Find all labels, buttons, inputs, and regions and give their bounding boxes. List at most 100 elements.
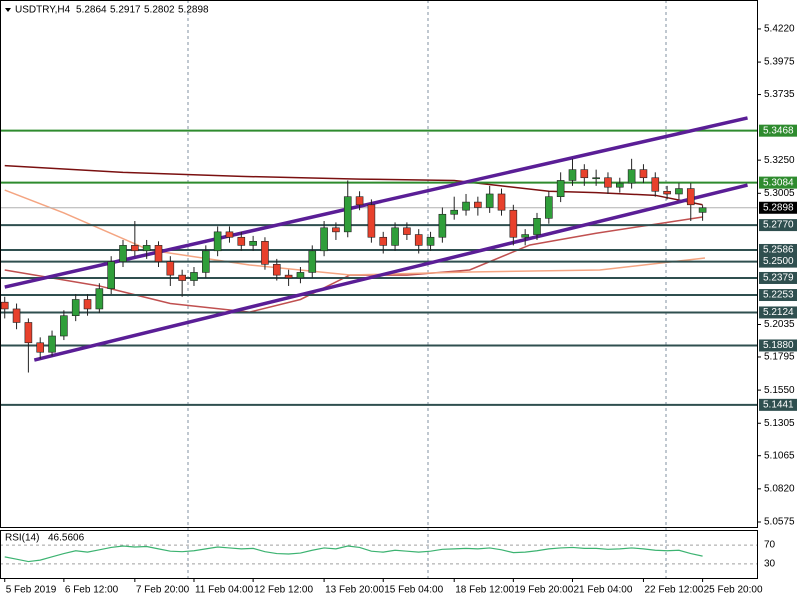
candle-body bbox=[391, 227, 399, 246]
candle-body bbox=[450, 209, 459, 215]
candle-body bbox=[686, 188, 695, 206]
y-tick-label: 5.1550 bbox=[764, 385, 795, 396]
rsi-label: RSI(14) bbox=[5, 533, 39, 544]
y-tick-label: 5.3005 bbox=[764, 188, 795, 199]
level-label: 5.2253 bbox=[763, 290, 794, 301]
rsi-line bbox=[4, 545, 703, 563]
level-label-box bbox=[759, 339, 797, 352]
header: USDTRY,H4 5.2864 5.2917 5.2802 5.2898 bbox=[5, 5, 209, 16]
y-tick-label: 5.0575 bbox=[764, 517, 795, 528]
y-tick-label: 5.2035 bbox=[764, 319, 795, 330]
candle-body bbox=[698, 207, 707, 213]
candle-body bbox=[462, 201, 470, 211]
level-label-box bbox=[759, 243, 797, 256]
y-tick-label: 5.1065 bbox=[764, 450, 795, 461]
candle-body bbox=[284, 274, 293, 279]
rsi-value: 46.5606 bbox=[48, 533, 85, 544]
level-label: 5.3468 bbox=[763, 125, 794, 136]
level-label-box bbox=[759, 289, 797, 302]
high: 5.2917 bbox=[110, 5, 141, 16]
x-tick-label: 25 Feb 20:00 bbox=[704, 585, 763, 596]
candle-body bbox=[332, 227, 340, 233]
y-tick-label: 5.3975 bbox=[764, 57, 795, 68]
x-tick-label: 12 Feb 12:00 bbox=[254, 585, 313, 596]
menu-icon bbox=[5, 8, 11, 12]
level-label: 5.2586 bbox=[763, 245, 794, 256]
candle-body bbox=[12, 308, 21, 323]
rsi-plot bbox=[0, 544, 757, 565]
y-tick-label: 5.3735 bbox=[764, 89, 795, 100]
candle-body bbox=[627, 169, 636, 184]
x-tick-label: 18 Feb 12:00 bbox=[455, 585, 514, 596]
level-label-box bbox=[759, 124, 797, 137]
candle-body bbox=[355, 196, 364, 206]
y-tick-label: 5.1795 bbox=[764, 352, 795, 363]
rsi-header: RSI(14) 46.5606 bbox=[5, 533, 85, 544]
candle-body bbox=[367, 204, 376, 238]
candle-body bbox=[36, 342, 45, 353]
x-tick-label: 21 Feb 04:00 bbox=[573, 585, 632, 596]
plot-frame bbox=[0, 0, 758, 528]
trendline bbox=[33, 183, 748, 362]
candle-body bbox=[615, 182, 624, 188]
level-label: 5.2379 bbox=[763, 273, 794, 284]
candle-body bbox=[119, 245, 127, 262]
level-label-box bbox=[759, 306, 797, 319]
x-tick-label: 7 Feb 20:00 bbox=[136, 585, 190, 596]
level-label: 5.3084 bbox=[763, 177, 794, 188]
candle-body bbox=[296, 272, 305, 279]
x-tick-label: 22 Feb 12:00 bbox=[644, 585, 703, 596]
candle-body bbox=[24, 322, 33, 344]
candle-body bbox=[213, 231, 222, 252]
candle-body bbox=[202, 250, 210, 273]
price-label: 5.2898 bbox=[763, 202, 794, 213]
level-label-box bbox=[759, 398, 797, 411]
candle-body bbox=[60, 315, 68, 337]
level-label: 5.1441 bbox=[763, 399, 794, 410]
candle-body bbox=[485, 193, 494, 208]
candle-body bbox=[414, 234, 423, 246]
candle-body bbox=[521, 234, 529, 238]
candle-body bbox=[131, 245, 139, 252]
level-label-box bbox=[759, 255, 797, 268]
candle-body bbox=[154, 245, 163, 262]
candle-body bbox=[474, 201, 482, 208]
candle-body bbox=[592, 177, 600, 180]
open: 5.2864 bbox=[76, 5, 107, 16]
candle-body bbox=[107, 261, 115, 289]
y-tick-label: 5.0820 bbox=[764, 483, 795, 494]
x-tick-label: 13 Feb 20:00 bbox=[325, 585, 384, 596]
level-label: 5.2124 bbox=[763, 307, 794, 318]
candle-body bbox=[272, 264, 281, 276]
candle-body bbox=[651, 177, 660, 192]
symbol: USDTRY,H4 bbox=[15, 5, 71, 16]
y-tick-label: 5.4220 bbox=[764, 24, 795, 35]
candle-body bbox=[71, 299, 80, 317]
candle-body bbox=[545, 196, 553, 219]
y-tick-label: 5.3250 bbox=[764, 155, 795, 166]
rsi-tick-label: 70 bbox=[764, 540, 776, 551]
moving-average bbox=[4, 189, 706, 276]
candle-body bbox=[509, 209, 518, 238]
x-tick-label: 15 Feb 04:00 bbox=[384, 585, 443, 596]
candle-body bbox=[249, 241, 257, 246]
candle-body bbox=[663, 190, 671, 195]
candle-body bbox=[403, 227, 411, 235]
x-tick-label: 11 Feb 04:00 bbox=[195, 585, 254, 596]
candle-body bbox=[142, 245, 151, 252]
level-label-box bbox=[759, 176, 797, 189]
price-label-box bbox=[759, 201, 797, 214]
candle-body bbox=[438, 213, 447, 238]
x-tick-label: 19 Feb 20:00 bbox=[514, 585, 573, 596]
candle-body bbox=[556, 180, 565, 197]
trendline bbox=[4, 116, 748, 289]
candle-body bbox=[533, 218, 541, 235]
candle-body bbox=[568, 169, 577, 181]
candle-body bbox=[166, 261, 175, 276]
candle-body bbox=[0, 301, 9, 310]
candle-body bbox=[308, 250, 317, 273]
candle-body bbox=[48, 335, 56, 353]
candle-body bbox=[95, 288, 104, 310]
axes: 5.4220 5.3975 5.3735 5.3250 5.3005 5.2035 5.17… bbox=[4, 24, 797, 596]
close: 5.2898 bbox=[178, 5, 209, 16]
